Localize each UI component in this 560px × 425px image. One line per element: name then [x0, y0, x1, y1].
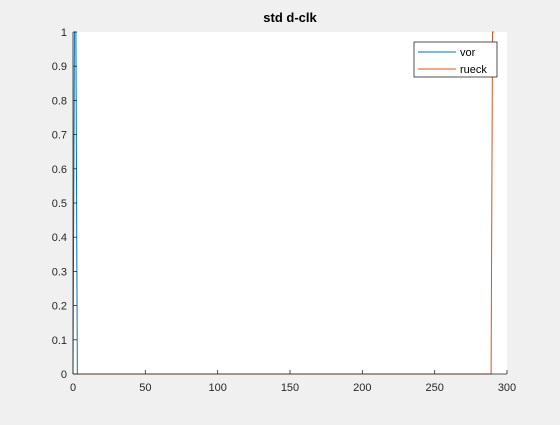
y-tick-label: 0 — [61, 369, 67, 381]
y-tick-label: 0.7 — [52, 130, 67, 142]
plot-area — [73, 32, 507, 374]
x-tick-label: 300 — [498, 382, 516, 394]
legend-label-vor: vor — [460, 47, 476, 59]
chart-title: std d-clk — [263, 10, 317, 25]
x-tick-label: 150 — [281, 382, 299, 394]
y-tick-label: 0.5 — [52, 198, 67, 210]
legend-label-rueck: rueck — [460, 64, 487, 76]
legend-box — [413, 41, 498, 78]
y-tick-label: 0.2 — [52, 301, 67, 313]
x-tick-label: 100 — [208, 382, 226, 394]
y-tick-label: 0.6 — [52, 164, 67, 176]
y-tick-label: 1 — [61, 27, 67, 39]
legend[interactable]: vor rueck — [413, 41, 498, 78]
axes-layer: 0 50 100 150 200 250 300 0 0.1 0.2 0.3 0.4 0.5 0.6 0.7… — [52, 27, 516, 394]
x-tick-label: 0 — [70, 382, 76, 394]
y-tick-label: 0.3 — [52, 266, 67, 278]
x-tick-label: 250 — [425, 382, 443, 394]
y-tick-label: 0.9 — [52, 61, 67, 73]
x-tick-label: 200 — [353, 382, 371, 394]
y-tick-label: 0.8 — [52, 95, 67, 107]
y-tick-label: 0.1 — [52, 335, 67, 347]
y-tick-label: 0.4 — [52, 232, 67, 244]
x-tick-label: 50 — [139, 382, 151, 394]
